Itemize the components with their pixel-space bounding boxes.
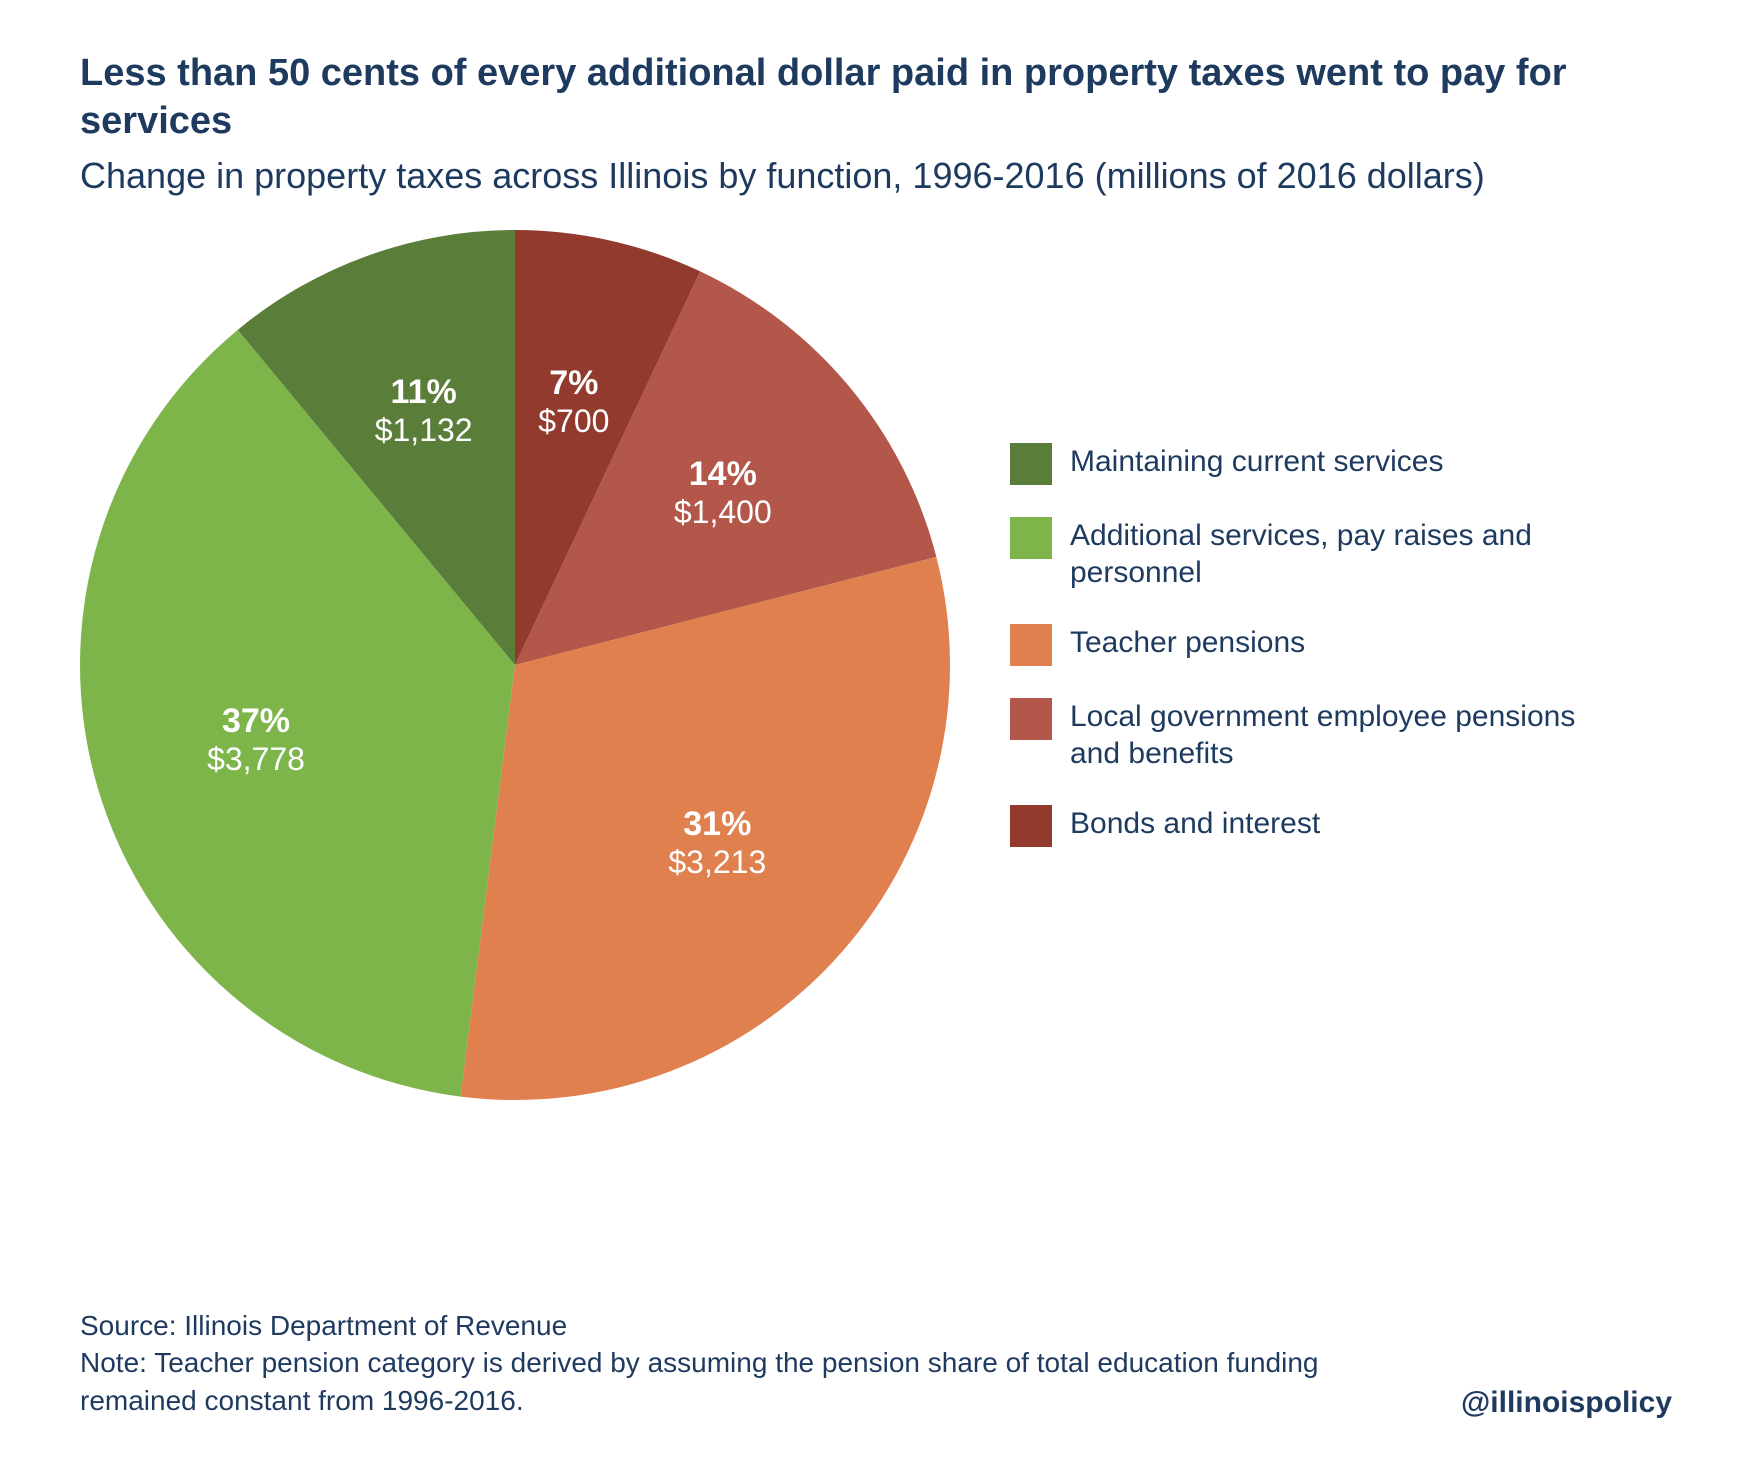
legend-swatch: [1010, 805, 1052, 847]
legend-swatch: [1010, 443, 1052, 485]
legend-swatch: [1010, 517, 1052, 559]
slice-amount: $1,400: [674, 494, 772, 531]
slice-amount: $3,778: [207, 741, 305, 778]
legend-label: Teacher pensions: [1070, 624, 1305, 662]
legend-swatch: [1010, 624, 1052, 666]
legend-label: Local government employee pensions and b…: [1070, 698, 1590, 773]
slice-pct: 37%: [207, 702, 305, 741]
pie-chart: 7%$700 14%$1,400 31%$3,213 37%$3,778 11%$1,1…: [80, 230, 950, 1100]
legend-item-additional: Additional services, pay raises and pers…: [1010, 517, 1590, 592]
chart-subtitle: Change in property taxes across Illinois…: [80, 153, 1672, 200]
legend-item-bonds: Bonds and interest: [1010, 805, 1590, 847]
legend-swatch: [1010, 698, 1052, 740]
legend-item-teacher_pensions: Teacher pensions: [1010, 624, 1590, 666]
legend-label: Maintaining current services: [1070, 443, 1444, 481]
slice-amount: $3,213: [668, 844, 766, 881]
legend-item-local_pensions: Local government employee pensions and b…: [1010, 698, 1590, 773]
slice-label-maintaining: 11%$1,132: [375, 373, 473, 449]
handle: @illinoispolicy: [1461, 1386, 1672, 1420]
slice-amount: $700: [538, 403, 609, 440]
slice-label-bonds: 7%$700: [538, 364, 609, 440]
slice-amount: $1,132: [375, 412, 473, 449]
legend-item-maintaining: Maintaining current services: [1010, 443, 1590, 485]
slice-pct: 11%: [375, 373, 473, 412]
legend: Maintaining current services Additional s…: [1010, 443, 1590, 847]
slice-label-local_pensions: 14%$1,400: [674, 455, 772, 531]
chart-title: Less than 50 cents of every additional d…: [80, 50, 1672, 145]
slice-pct: 7%: [538, 364, 609, 403]
legend-label: Additional services, pay raises and pers…: [1070, 517, 1590, 592]
source-line: Source: Illinois Department of Revenue: [80, 1307, 1672, 1345]
slice-pct: 31%: [668, 805, 766, 844]
chart-area: 7%$700 14%$1,400 31%$3,213 37%$3,778 11%$1,1…: [80, 230, 1672, 1100]
slice-pct: 14%: [674, 455, 772, 494]
chart-footer: Source: Illinois Department of Revenue N…: [80, 1307, 1672, 1420]
note-line: Note: Teacher pension category is derive…: [80, 1344, 1330, 1420]
legend-label: Bonds and interest: [1070, 805, 1320, 843]
slice-label-teacher_pensions: 31%$3,213: [668, 805, 766, 881]
slice-label-additional: 37%$3,778: [207, 702, 305, 778]
